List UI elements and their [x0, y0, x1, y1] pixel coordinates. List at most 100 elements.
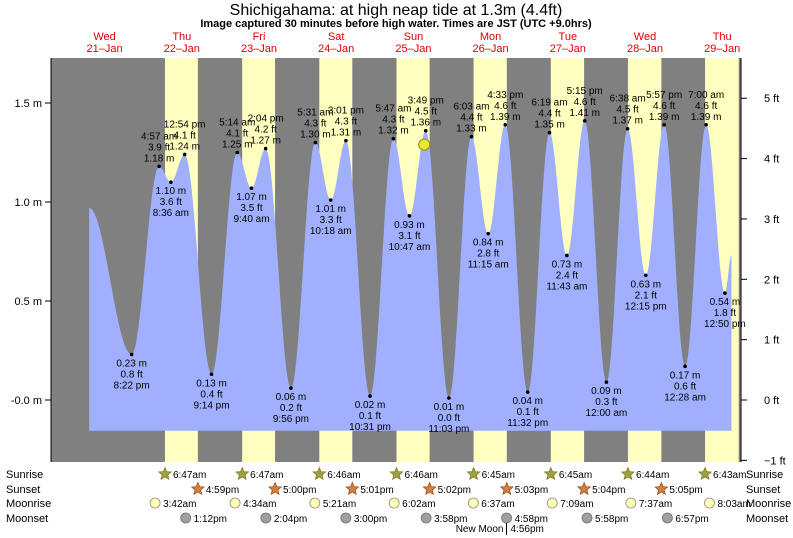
tide-time-label: 9:56 pm: [273, 414, 309, 425]
tide-time-label: 10:18 am: [310, 226, 352, 237]
tide-point: [503, 122, 508, 127]
tide-m-label: 1.32 m: [378, 126, 409, 137]
chart-subtitle: Image captured 30 minutes before high wa…: [200, 18, 592, 30]
tide-m-label: 1.31 m: [331, 128, 362, 139]
moonset-time: 3:00pm: [354, 514, 387, 525]
sunset-row-label-right: Sunset: [746, 484, 780, 496]
moonset-time: 2:04pm: [274, 514, 307, 525]
day-date: 23–Jan: [241, 43, 277, 55]
moonrise-time: 8:03am: [717, 499, 750, 510]
sunrise-time: 6:43am: [713, 470, 746, 481]
tide-point: [423, 128, 428, 133]
tide-time-label: 8:22 pm: [114, 380, 150, 391]
day-name: Fri: [253, 31, 266, 43]
tide-point: [182, 152, 187, 157]
tide-ft-label: 3.9 ft: [148, 142, 170, 153]
tide-time-label: 11:03 pm: [428, 424, 469, 435]
tide-labels: 0.23 m0.8 ft8:22 pm4:57 am3.9 ft1.18 m1.…: [114, 86, 746, 435]
tide-time-label: 12:15 pm: [625, 301, 667, 312]
tide-ft-label: 4.6 ft: [653, 101, 675, 112]
tide-m-label: 1.25 m: [222, 140, 253, 151]
tide-time-label: 9:14 pm: [193, 400, 229, 411]
tide-m-label: 0.84 m: [473, 238, 504, 249]
day-date: 29–Jan: [704, 43, 740, 55]
tide-ft-label: 3.5 ft: [240, 203, 262, 214]
tide-ft-label: 0.2 ft: [280, 403, 302, 414]
y-right-tick-label: 2 ft: [764, 274, 779, 286]
moonrise-time: 3:42am: [163, 499, 196, 510]
tide-ft-label: 0.0 ft: [438, 413, 460, 424]
moonset-time: 5:58pm: [595, 514, 628, 525]
sunrise-time: 6:46am: [404, 470, 437, 481]
tide-m-label: 0.04 m: [512, 396, 543, 407]
moonrise-icon: [229, 497, 241, 509]
moonrise-icon: [467, 497, 479, 509]
moonrise-time: 6:37am: [481, 499, 514, 510]
tide-m-label: 0.63 m: [630, 279, 661, 290]
day-date: 28–Jan: [627, 43, 663, 55]
y-right-tick-label: 0 ft: [764, 395, 779, 407]
moonset-time: 4:58pm: [515, 514, 548, 525]
tide-point: [407, 214, 412, 218]
tide-time-label: 8:36 am: [153, 208, 189, 219]
y-right-tick-label: −1 ft: [764, 455, 786, 467]
tide-point: [391, 136, 396, 141]
day-name: Tue: [559, 31, 578, 43]
tide-time-label: 5:31 am: [297, 108, 333, 119]
tide-ft-label: 4.4 ft: [460, 113, 482, 124]
tide-point: [643, 273, 648, 278]
moonrise-time: 7:37am: [639, 499, 672, 510]
y-right-tick-label: 4 ft: [764, 154, 779, 166]
new-moon-time: 4:56pm: [511, 524, 544, 535]
tide-time-label: 10:31 pm: [349, 422, 391, 433]
tide-ft-label: 4.4 ft: [538, 109, 560, 120]
tide-time-label: 5:15 pm: [567, 86, 603, 97]
y-axis-left: -0.0 m 0.5 m 1.0 m 1.5 m: [11, 58, 52, 462]
sunrise-icon: [466, 466, 481, 481]
sunrise-time: 6:45am: [559, 470, 592, 481]
tide-time-label: 12:28 am: [664, 392, 706, 403]
day-name: Sat: [328, 31, 345, 43]
y-right-tick-label: 5 ft: [764, 93, 779, 105]
tide-time-label: 3:01 pm: [328, 106, 364, 117]
moonrise-icon: [149, 497, 161, 509]
moonrise-row-label-right: Moonrise: [746, 498, 791, 510]
tide-time-label: 4:33 pm: [487, 90, 523, 101]
day-date: 26–Jan: [473, 43, 509, 55]
tide-m-label: 0.17 m: [670, 370, 701, 381]
tide-time-label: 5:14 am: [219, 118, 255, 129]
tide-ft-label: 2.8 ft: [477, 249, 499, 260]
tide-point: [704, 122, 708, 127]
tide-point: [169, 180, 173, 184]
tide-point: [486, 231, 491, 236]
tide-time-label: 6:38 am: [610, 94, 646, 105]
tide-m-label: 0.06 m: [276, 392, 307, 403]
moonset-icon: [501, 512, 512, 524]
day-name: Wed: [634, 31, 656, 43]
sunrise-icon: [235, 466, 250, 481]
day-labels: Wed21–JanThu22–JanFri23–JanSat24–JanSun2…: [87, 31, 741, 55]
tide-point: [582, 119, 587, 123]
tide-m-label: 1.30 m: [300, 130, 331, 141]
tide-time-label: 3:49 pm: [408, 96, 444, 107]
tide-ft-label: 0.4 ft: [200, 389, 222, 400]
y-axis-right: −1 ft 0 ft 1 ft 2 ft 3 ft 4 ft 5 ft: [740, 58, 786, 467]
tide-ft-label: 4.2 ft: [255, 125, 277, 136]
y-left-tick-label: -0.0 m: [11, 395, 42, 407]
tide-m-label: 1.39 m: [490, 112, 521, 123]
tide-time-label: 11:43 am: [546, 281, 587, 292]
tide-m-label: 1.39 m: [649, 112, 680, 123]
tide-ft-label: 4.3 ft: [335, 117, 357, 128]
tide-ft-label: 3.6 ft: [160, 197, 182, 208]
sunrise-time: 6:44am: [636, 470, 669, 481]
chart-title: Shichigahama: at high neap tide at 1.3m …: [230, 2, 563, 19]
moonrise-time: 5:21am: [323, 499, 356, 510]
tide-point: [209, 372, 214, 377]
tide-m-label: 1.10 m: [156, 186, 187, 197]
moonset-icon: [581, 512, 593, 524]
tide-ft-label: 4.6 ft: [574, 97, 596, 108]
moonrise-icon: [388, 497, 400, 509]
tide-m-label: 0.93 m: [394, 220, 425, 231]
moonrise-time: 7:09am: [560, 499, 593, 510]
tide-time-label: 11:15 am: [468, 260, 509, 271]
